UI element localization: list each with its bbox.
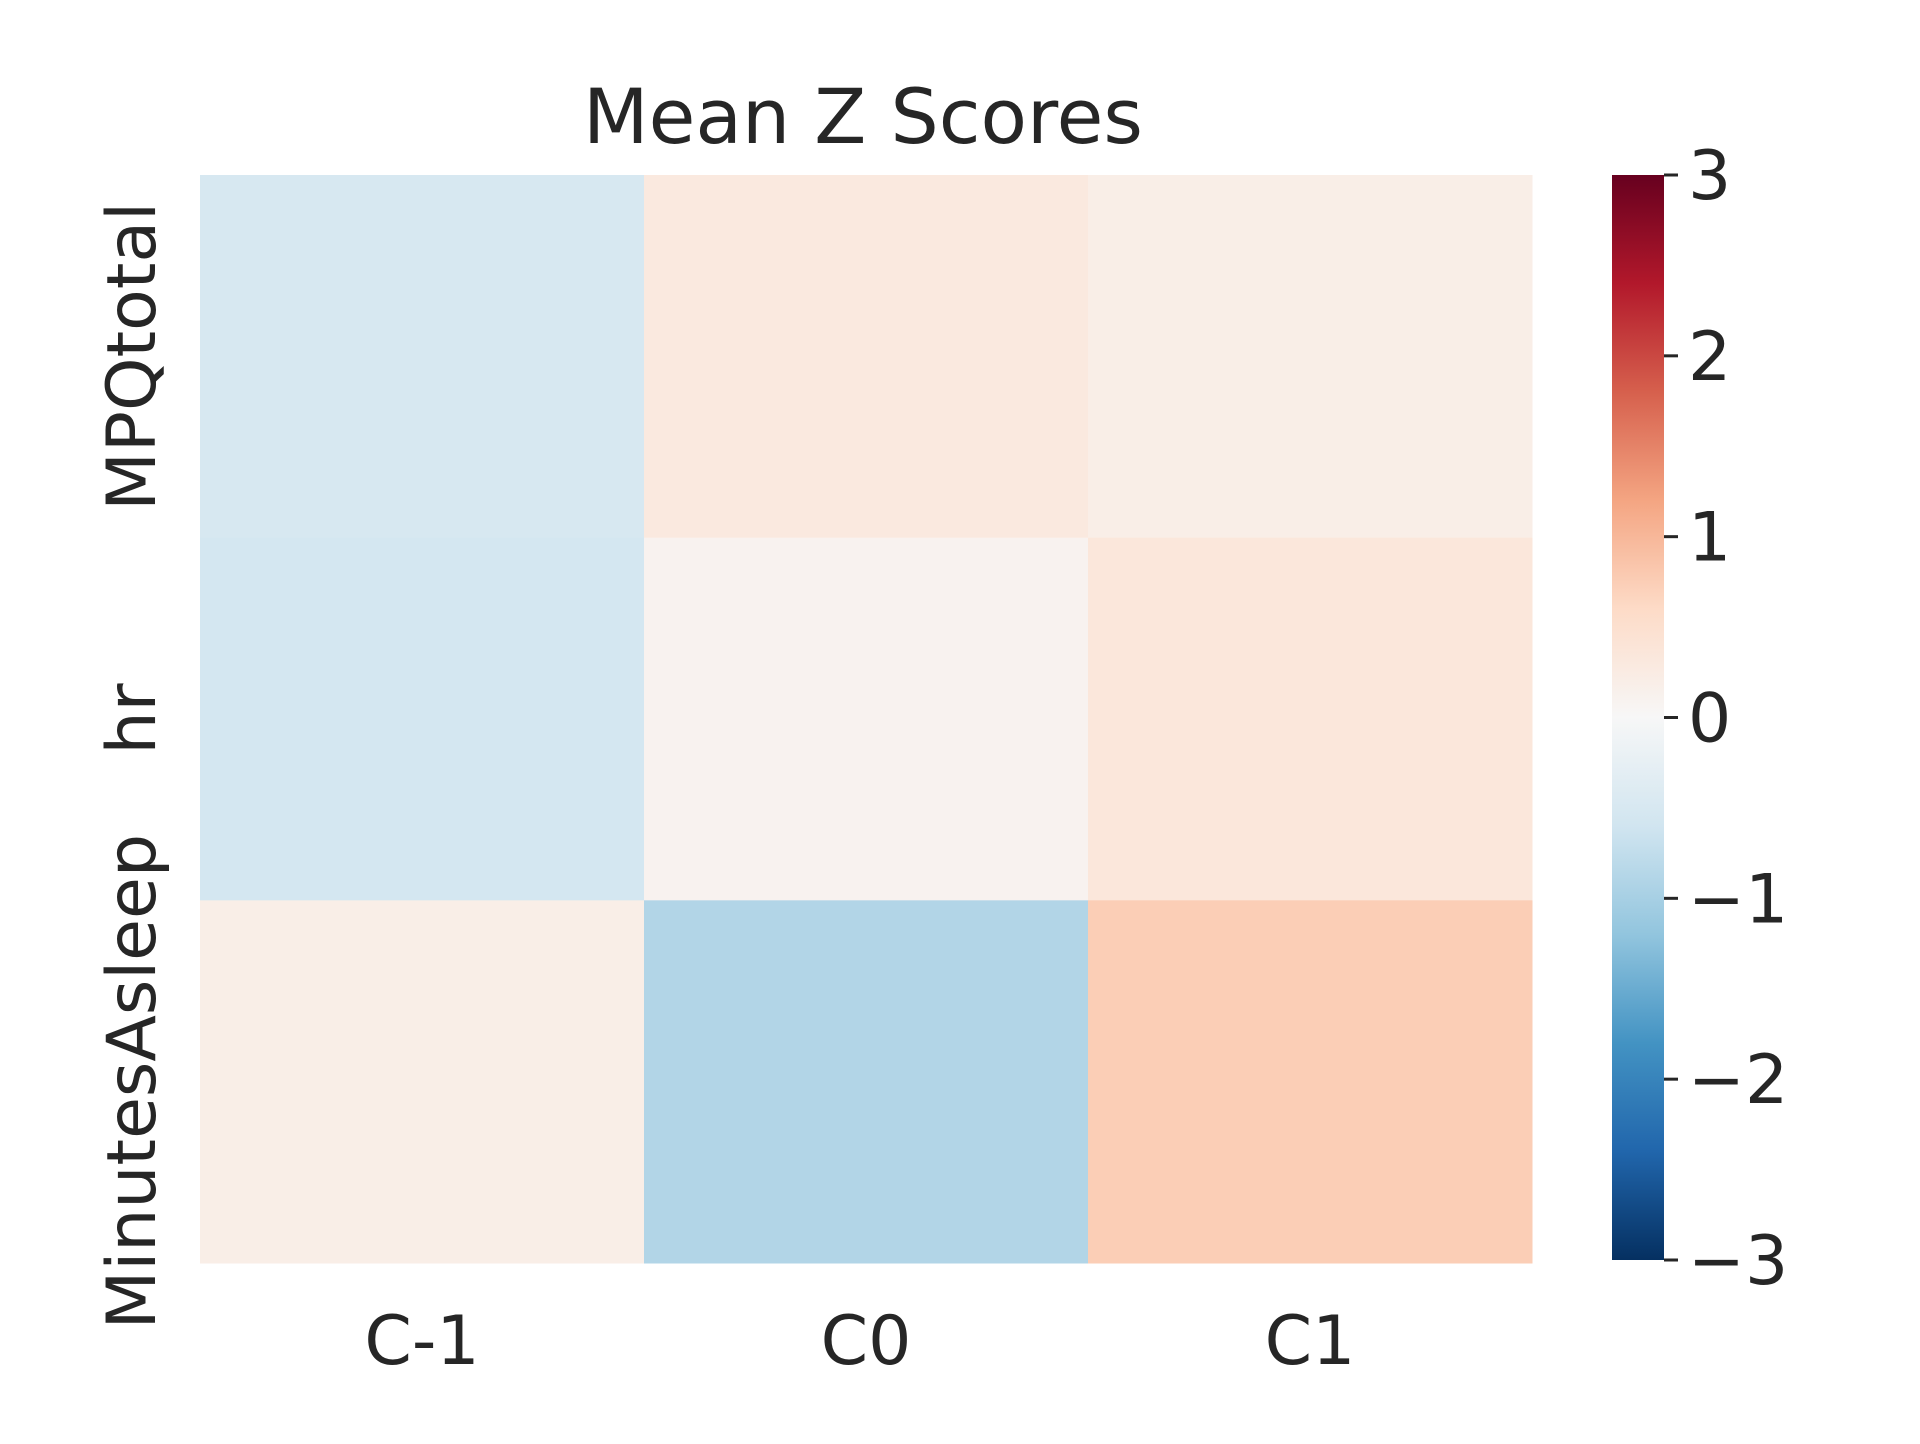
colorbar (1612, 175, 1664, 1260)
heatmap-cell-hr-C0 (644, 537, 1089, 901)
y-tick-label: MinutesAsleep (93, 834, 172, 1329)
x-axis-ticks: C-1 C0 C1 (364, 1302, 1355, 1381)
x-tick-label: C0 (821, 1302, 912, 1381)
y-tick-label: hr (93, 683, 172, 754)
y-axis-ticks: MPQtotal hr MinutesAsleep (93, 202, 172, 1329)
heatmap-cell-MinutesAsleep-C-1 (200, 900, 645, 1264)
heatmap-cell-MPQtotal-C1 (1088, 175, 1533, 539)
x-tick-label: C-1 (364, 1302, 479, 1381)
heatmap-cell-MPQtotal-C-1 (200, 175, 645, 539)
colorbar-tick-label: −2 (1688, 1041, 1788, 1120)
colorbar-tick-label: 2 (1688, 318, 1731, 397)
heatmap-cell-hr-C-1 (200, 537, 645, 901)
colorbar-tick-label: 1 (1688, 499, 1731, 578)
colorbar-tick-label: −3 (1688, 1222, 1788, 1301)
x-tick-label: C1 (1265, 1302, 1356, 1381)
heatmap-cells (200, 175, 1533, 1264)
colorbar-tick-label: 0 (1688, 680, 1731, 759)
heatmap-cell-MinutesAsleep-C0 (644, 900, 1089, 1264)
chart-title: Mean Z Scores (583, 72, 1143, 161)
heatmap-cell-hr-C1 (1088, 537, 1533, 901)
heatmap-cell-MPQtotal-C0 (644, 175, 1089, 539)
colorbar-ticks: 3 2 1 0 −1 −2 −3 (1664, 137, 1788, 1301)
heatmap-cell-MinutesAsleep-C1 (1088, 900, 1533, 1264)
colorbar-tick-label: −1 (1688, 860, 1788, 939)
colorbar-tick-label: 3 (1688, 137, 1731, 216)
y-tick-label: MPQtotal (93, 202, 172, 511)
